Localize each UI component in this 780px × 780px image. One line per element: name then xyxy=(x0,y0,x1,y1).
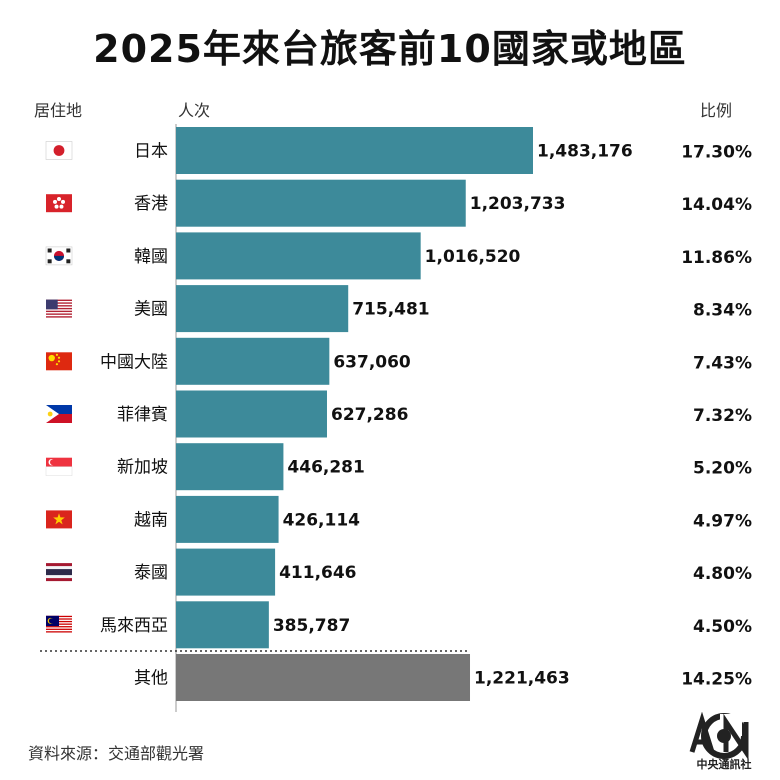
bar xyxy=(176,127,533,174)
ratio-label: 17.30% xyxy=(681,143,752,163)
value-label: 715,481 xyxy=(352,300,429,320)
vietnam-flag xyxy=(46,510,72,529)
chart-title: 2025年來台旅客前10國家或地區 xyxy=(93,27,687,71)
category-label: 香港 xyxy=(134,194,168,214)
malaysia-flag xyxy=(46,615,72,634)
ratio-label: 14.04% xyxy=(681,195,752,215)
bar xyxy=(176,390,327,438)
hong-kong-flag xyxy=(46,194,72,213)
south-korea-flag xyxy=(45,246,73,266)
bar xyxy=(176,285,349,333)
category-label: 韓國 xyxy=(134,247,168,267)
value-label: 385,787 xyxy=(273,616,350,636)
value-label: 1,016,520 xyxy=(425,247,521,267)
category-label: 中國大陸 xyxy=(100,352,168,372)
value-label: 1,221,463 xyxy=(474,669,570,689)
ratio-label: 8.34% xyxy=(693,301,752,321)
header-ratio: 比例 xyxy=(700,101,733,120)
header-country: 居住地 xyxy=(34,101,83,120)
ratio-label: 5.20% xyxy=(693,459,752,479)
japan-flag xyxy=(45,141,73,160)
value-label: 627,286 xyxy=(331,405,408,425)
bar xyxy=(176,443,284,491)
category-label: 越南 xyxy=(134,510,168,530)
value-label: 411,646 xyxy=(279,563,356,583)
value-label: 426,114 xyxy=(283,510,361,530)
value-label: 446,281 xyxy=(287,458,364,478)
china-flag xyxy=(46,352,72,371)
usa-flag xyxy=(46,299,72,318)
bar xyxy=(176,654,471,701)
cna-logo-text: 中央通訊社 xyxy=(696,758,752,771)
ratio-label: 7.32% xyxy=(693,406,752,426)
ratio-label: 11.86% xyxy=(681,248,752,268)
category-label: 泰國 xyxy=(134,563,168,583)
bar xyxy=(176,232,421,280)
singapore-flag xyxy=(45,457,73,476)
ratio-label: 7.43% xyxy=(693,353,752,373)
category-label: 日本 xyxy=(134,142,168,162)
bar xyxy=(176,179,466,227)
philippines-flag xyxy=(46,405,72,423)
ratio-label: 4.80% xyxy=(693,564,752,584)
category-label: 菲律賓 xyxy=(117,405,168,425)
cna-logo-icon xyxy=(689,712,749,761)
source-note: 資料來源：交通部觀光署 xyxy=(28,744,205,763)
category-label: 美國 xyxy=(134,300,168,320)
category-label: 馬來西亞 xyxy=(100,616,168,636)
value-label: 1,203,733 xyxy=(470,194,566,214)
bar xyxy=(176,601,269,649)
ratio-label: 4.50% xyxy=(693,617,752,637)
thailand-flag xyxy=(46,563,72,582)
value-label: 1,483,176 xyxy=(537,142,633,162)
bar xyxy=(176,495,279,543)
header-count: 人次 xyxy=(178,101,211,120)
category-label: 其他 xyxy=(134,669,168,689)
category-label: 新加坡 xyxy=(117,458,168,478)
ratio-label: 14.25% xyxy=(681,670,752,690)
ratio-label: 4.97% xyxy=(693,511,752,531)
bar xyxy=(176,337,330,385)
bar xyxy=(176,548,276,596)
value-label: 637,060 xyxy=(333,352,411,372)
